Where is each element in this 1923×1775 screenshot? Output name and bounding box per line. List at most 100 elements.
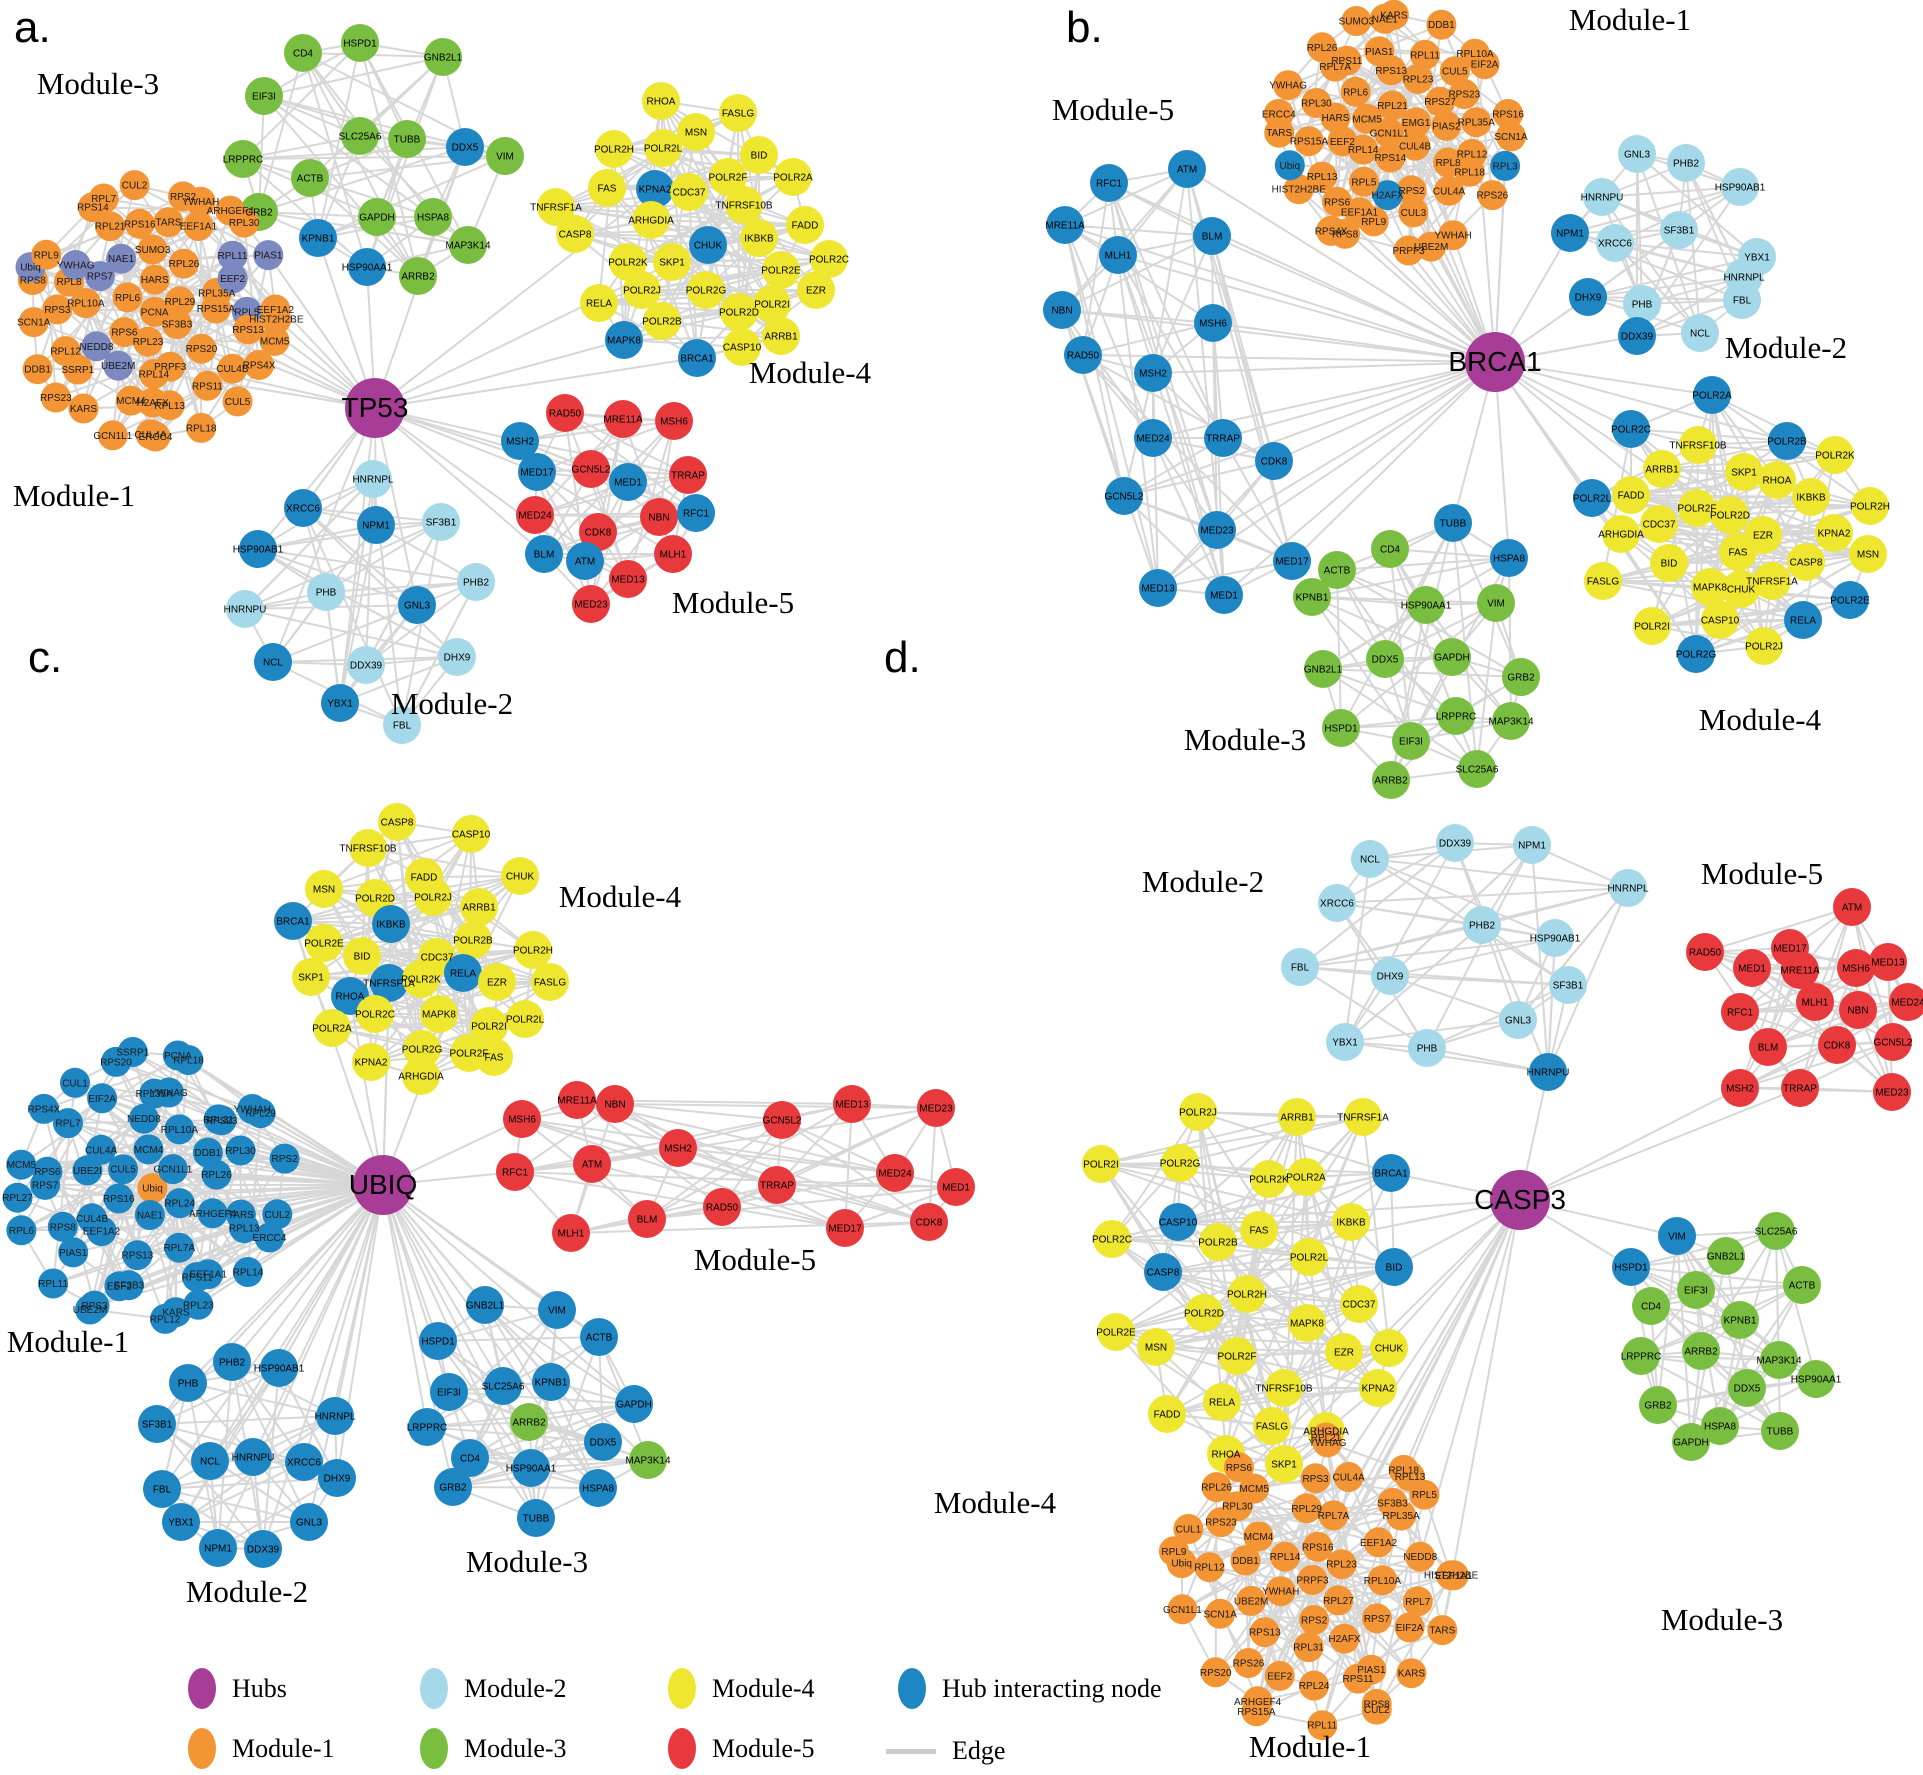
node-RPS16 [1302,1531,1333,1562]
node-MCM5 [1239,1473,1270,1504]
node-label-MED23: MED23 [919,1104,953,1115]
node-label-DDB1: DDB1 [1232,1556,1259,1567]
node-label-NBN: NBN [1847,1006,1868,1017]
node-label-RPS23: RPS23 [1448,90,1480,101]
node-RPS13 [233,314,264,345]
node-RFC1 [1090,164,1128,202]
node-label-RPL18: RPL18 [1454,167,1485,178]
node-HSP90AA1 [512,1449,550,1487]
node-label-RPL14: RPL14 [1348,145,1379,156]
node-label-RPS3: RPS3 [81,1301,108,1312]
node-label-RPS23: RPS23 [40,393,72,404]
node-MED1 [1205,576,1243,614]
legend-label: Hub interacting node [942,1673,1162,1703]
node-layer-a [15,24,848,744]
node-MCM5 [1352,103,1383,134]
node-CUL5 [1439,56,1470,87]
node-label-POLR2D: POLR2D [1710,511,1750,522]
node-label-FADD: FADD [411,873,438,884]
node-label-CUL4B: CUL4B [76,1214,109,1225]
node-TNFRSF1A [1344,1098,1382,1136]
node-label-ACTB: ACTB [297,174,324,185]
node-EEF2 [217,263,248,294]
node-CHUK [1722,570,1760,608]
node-label-POLR2I: POLR2I [1634,622,1670,633]
node-CDC37 [670,173,708,211]
node-MSH6 [503,1100,541,1138]
node-label-HARS: HARS [1322,113,1350,124]
node-label-PRPF3: PRPF3 [154,362,187,373]
node-label-FADD: FADD [1618,491,1645,502]
node-CDK8 [910,1203,948,1241]
node-RPL27 [2,1182,33,1213]
node-label-CUL2: CUL2 [122,181,148,192]
node-PHB2 [1463,906,1501,944]
node-CD4 [451,1439,489,1477]
node-PHB2 [1667,144,1705,182]
node-label-YBX1: YBX1 [327,699,353,710]
node-label-TRRAP: TRRAP [1206,434,1240,445]
node-SKP1 [292,958,330,996]
node-label-HSP90AB1: HSP90AB1 [254,1364,305,1375]
legend-label: Module-5 [712,1733,815,1763]
node-MSN [1137,1328,1175,1366]
node-label-CUL4A: CUL4A [1332,1473,1365,1484]
node-label-KPNB1: KPNB1 [1724,1316,1757,1327]
node-RPS2 [269,1143,300,1174]
node-SLC25A6 [1757,1212,1795,1250]
node-label-RPL23: RPL23 [133,337,164,348]
node-MCM5 [6,1149,37,1180]
node-HNRNPL [1609,869,1647,907]
node-TRRAP [669,456,707,494]
node-label-PHB: PHB [1417,1044,1438,1055]
node-label-ARRB2: ARRB2 [1684,1347,1718,1358]
node-label-SUMO3: SUMO3 [1339,17,1375,28]
node-ARHGDIA [632,201,670,239]
node-PHB [1408,1029,1446,1067]
node-label-POLR2D: POLR2D [719,308,759,319]
node-label-DDX39: DDX39 [247,1545,280,1556]
node-label-ACTB: ACTB [1789,1281,1816,1292]
node-DDB1 [22,354,53,385]
node-label-POLR2E: POLR2E [304,939,344,950]
node-label-MSH2: MSH2 [1139,369,1167,380]
node-label-POLR2A: POLR2A [1286,1173,1326,1184]
node-label-MED17: MED17 [1773,944,1807,955]
node-MSH2 [659,1129,697,1167]
node-RPS7 [84,261,115,292]
node-MSH2 [1134,354,1172,392]
node-label-SLC25A6: SLC25A6 [482,1382,525,1393]
node-label-SCN1A: SCN1A [17,318,51,329]
node-VIM [486,137,524,175]
node-label-FAS: FAS [1729,548,1748,559]
node-label-RPL8: RPL8 [56,277,81,288]
node-label-SF3B1: SF3B1 [142,1420,173,1431]
node-label-YWHAG: YWHAG [1309,1438,1347,1449]
node-PIAS2 [1431,110,1462,141]
node-MAP3K14 [449,226,487,264]
node-label-RPL30: RPL30 [1301,99,1332,110]
node-NEDD8 [128,1103,159,1134]
node-DDX39 [1436,824,1474,862]
node-SLC25A6 [1458,750,1496,788]
node-CASP8 [378,803,416,841]
node-label-EIF3I: EIF3I [1684,1286,1708,1297]
node-POLR2A [313,1009,351,1047]
node-label-CHUK: CHUK [506,872,535,883]
node-label-RPL10A: RPL10A [1456,49,1494,60]
node-label-ARRB1: ARRB1 [764,332,798,343]
node-label-RPS13: RPS13 [1249,1628,1281,1639]
node-label-RPL35A: RPL35A [136,1089,174,1100]
node-POLR2D [720,293,758,331]
module-title-d-module-3: Module-3 [1661,1602,1783,1637]
legend-item-module-5: Module-5 [668,1728,815,1769]
node-MCM5 [259,325,290,356]
node-HSPA8 [579,1469,617,1507]
node-SF3B1 [1660,211,1698,249]
node-TNFRSF10B [725,186,763,224]
node-label-TNFRSF10B: TNFRSF10B [1255,1384,1313,1395]
node-label-MSH6: MSH6 [1199,319,1227,330]
node-label-POLR2K: POLR2K [608,258,648,269]
node-POLR2E [1097,1313,1135,1351]
